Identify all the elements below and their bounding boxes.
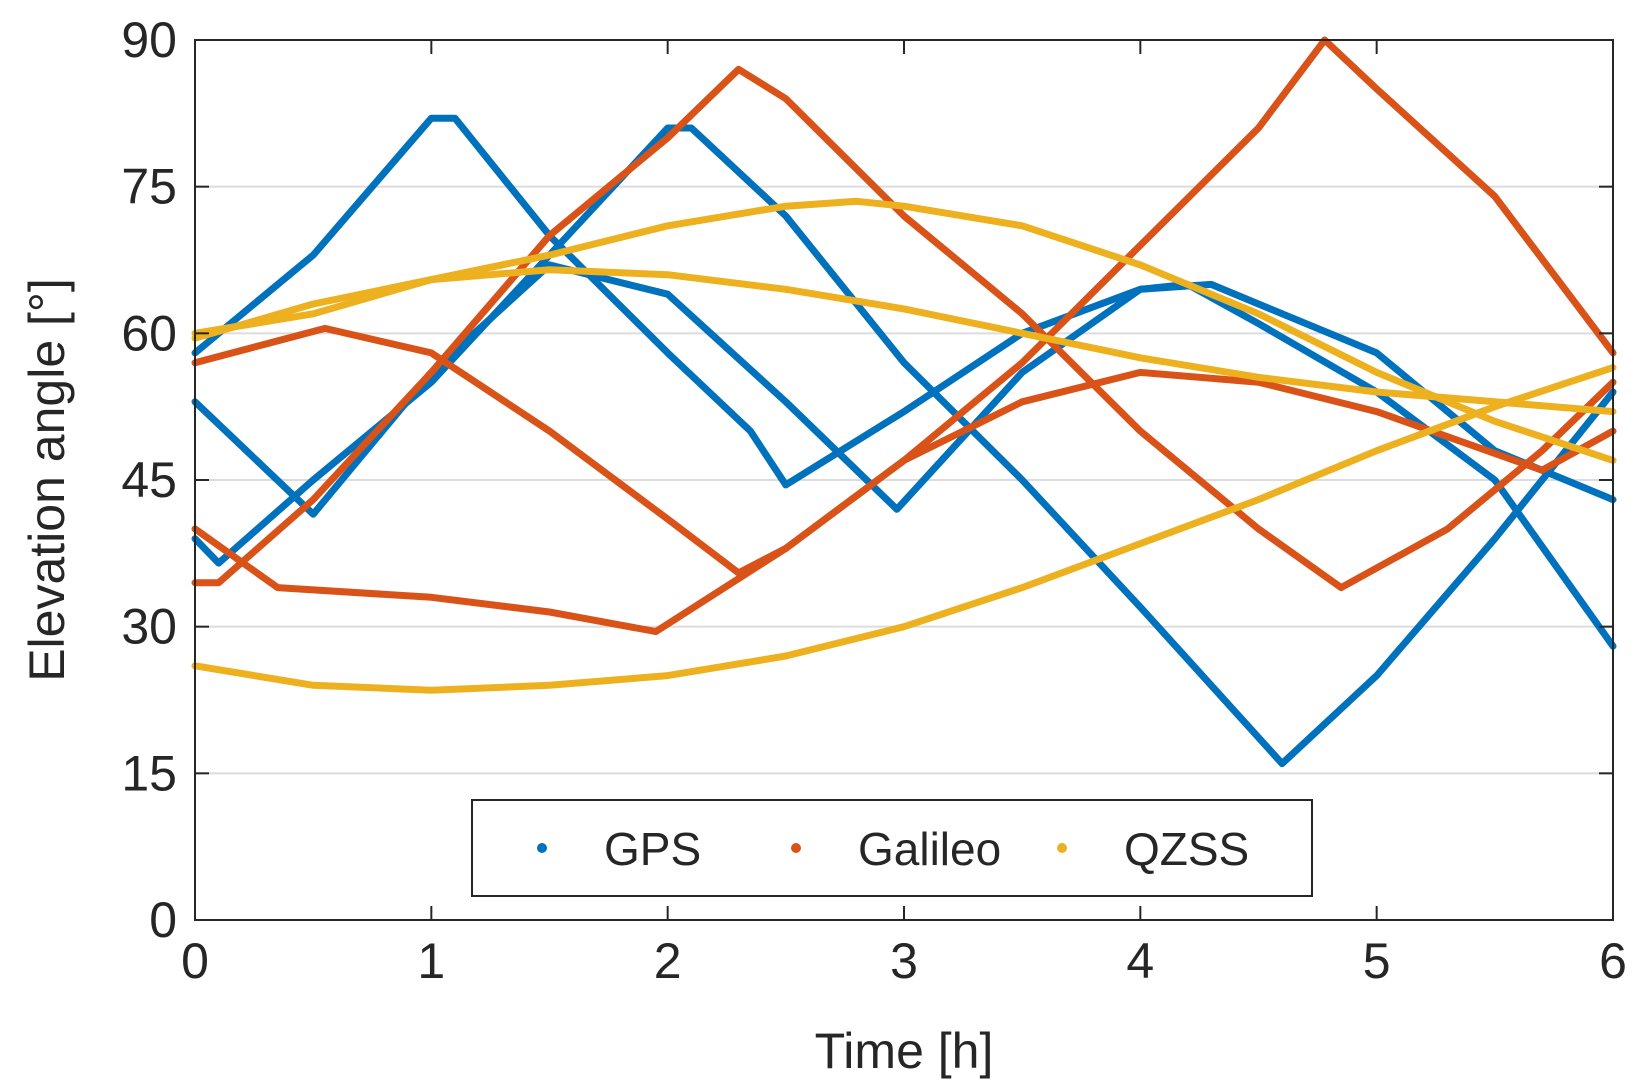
- legend-entry-gps: GPS: [537, 823, 701, 875]
- legend-marker: [537, 843, 547, 853]
- x-tick-label: 2: [654, 933, 682, 989]
- series-qzss: [191, 197, 1617, 694]
- y-tick-label: 90: [121, 12, 177, 68]
- x-axis-label: Time [h]: [815, 1023, 994, 1079]
- x-tick-label: 3: [890, 933, 918, 989]
- legend-entry-qzss: QZSS: [1057, 823, 1249, 875]
- satellite-track: [191, 36, 1617, 636]
- y-tick-label: 45: [121, 452, 177, 508]
- y-tick-label: 15: [121, 745, 177, 801]
- axis-ticks: [194, 39, 1614, 921]
- y-tick-label: 60: [121, 305, 177, 361]
- legend: GPS Galileo QZSS: [471, 799, 1313, 897]
- satellite-track: [191, 124, 1617, 768]
- series-galileo: [191, 36, 1617, 636]
- legend-marker: [1057, 843, 1067, 853]
- y-tick-label: 0: [149, 892, 177, 948]
- y-gridlines: [195, 185, 1613, 775]
- x-tick-label: 4: [1126, 933, 1154, 989]
- y-axis-label: Elevation angle [°]: [19, 278, 75, 682]
- x-tick-label: 0: [181, 933, 209, 989]
- legend-label: Galileo: [858, 823, 1001, 875]
- y-tick-label: 30: [121, 599, 177, 655]
- satellite-track: [191, 364, 1617, 694]
- y-tick-label: 75: [121, 159, 177, 215]
- y-tick-labels: 0 15 30 45 60 75 90: [121, 12, 177, 948]
- legend-box: [471, 799, 1313, 897]
- x-tick-labels: 0 1 2 3 4 5 6: [181, 933, 1627, 989]
- x-tick-label: 5: [1363, 933, 1391, 989]
- series-tracks: [191, 36, 1617, 768]
- legend-label: GPS: [604, 823, 701, 875]
- legend-entry-galileo: Galileo: [791, 823, 1001, 875]
- satellite-track: [191, 197, 1617, 464]
- satellite-track: [191, 65, 1617, 592]
- x-tick-label: 1: [417, 933, 445, 989]
- satellite-track: [191, 114, 1617, 650]
- legend-label: QZSS: [1124, 823, 1249, 875]
- x-tick-label: 6: [1599, 933, 1627, 989]
- legend-marker: [791, 843, 801, 853]
